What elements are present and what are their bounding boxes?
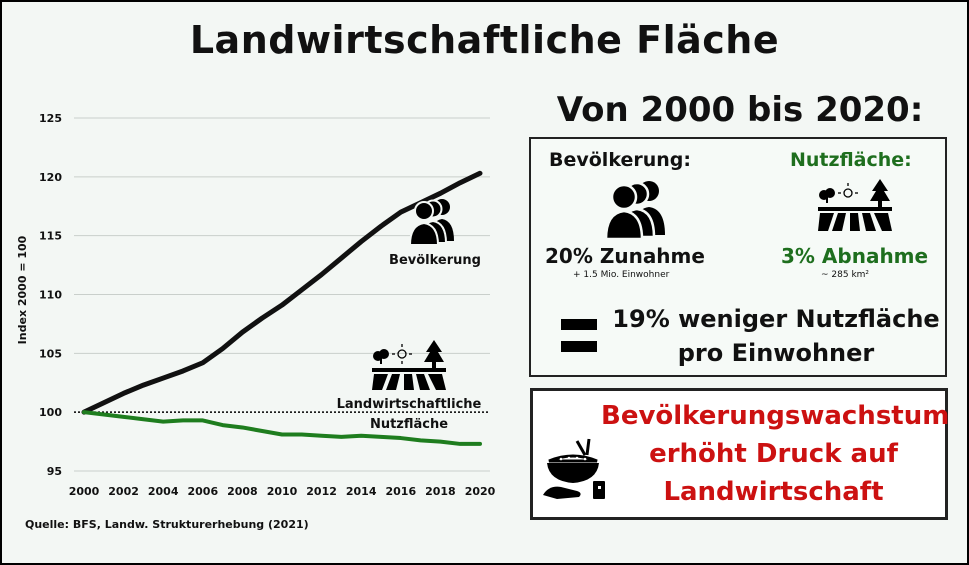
page-title: Landwirtschaftliche Fläche: [189, 18, 780, 62]
warning-box: Bevölkerungswachstum erhöht Druck auf La…: [530, 388, 950, 520]
x-tick-label: 2012: [306, 485, 337, 498]
tree-icon: [424, 340, 444, 368]
source-note: Quelle: BFS, Landw. Strukturerhebung (20…: [25, 518, 309, 531]
summary-box: Bevölkerung: 20% Zunahme + 1.5 Mio. Einw…: [529, 137, 947, 377]
x-tick-label: 2002: [108, 485, 139, 498]
farmland-icon: [372, 340, 446, 390]
chart-grid: [74, 117, 490, 472]
series-label-farmland-1: Landwirtschaftliche: [337, 397, 482, 412]
warning-line-2: erhöht Druck auf: [649, 439, 898, 469]
warning-line-3: Landwirtschaft: [663, 477, 884, 507]
x-tick-label: 2018: [425, 485, 456, 498]
conclusion-line-2: pro Einwohner: [677, 339, 875, 367]
y-tick-label: 105: [39, 347, 62, 360]
y-tick-label: 95: [47, 465, 62, 478]
people-icon: [408, 199, 454, 246]
y-tick-label: 120: [39, 171, 62, 184]
farmland-icon: [818, 179, 892, 231]
series-line-1: [82, 410, 482, 446]
series-line-0: [81, 170, 483, 415]
series-label-population: Bevölkerung: [389, 253, 481, 268]
y-tick-label: 115: [39, 230, 62, 243]
chart-lines: [81, 170, 483, 446]
sun-icon: [392, 344, 412, 364]
farmland-change: 3% Abnahme: [781, 244, 929, 268]
x-tick-label: 2004: [148, 485, 179, 498]
x-tick-label: 2016: [385, 485, 416, 498]
conclusion: 19% weniger Nutzfläche pro Einwohner: [611, 302, 941, 370]
warning-line-1: Bevölkerungswachstum: [601, 401, 950, 431]
tree-icon: [373, 349, 389, 364]
y-tick-label: 110: [39, 289, 62, 302]
x-tick-label: 2010: [267, 485, 298, 498]
warning-text: Bevölkerungswachstum erhöht Druck auf La…: [601, 397, 950, 511]
population-change: 20% Zunahme: [545, 244, 705, 268]
summary-heading: Von 2000 bis 2020:: [556, 90, 924, 130]
y-tick-label: 125: [39, 112, 62, 125]
x-tick-label: 2000: [69, 485, 100, 498]
people-icon: [604, 181, 665, 241]
population-title: Bevölkerung:: [549, 149, 691, 171]
conclusion-line-1: 19% weniger Nutzfläche: [612, 305, 940, 333]
y-axis-label: Index 2000 = 100: [16, 235, 29, 344]
rice-bowl-hand-icon: [543, 438, 605, 499]
population-detail: + 1.5 Mio. Einwohner: [573, 270, 670, 280]
y-tick-label: 100: [39, 406, 62, 419]
farmland-detail: ~ 285 km²: [821, 270, 870, 280]
farmland-title: Nutzfläche:: [790, 149, 912, 171]
chart-ticks: 95 100 105 110 115 120 125 2000 2002 2004 2006 2008…: [39, 112, 496, 498]
equals-icon: [561, 319, 597, 353]
x-tick-label: 2008: [227, 485, 258, 498]
x-tick-label: 2006: [187, 485, 218, 498]
x-tick-label: 2020: [465, 485, 496, 498]
x-tick-label: 2014: [346, 485, 377, 498]
series-label-farmland-2: Nutzfläche: [370, 417, 448, 432]
